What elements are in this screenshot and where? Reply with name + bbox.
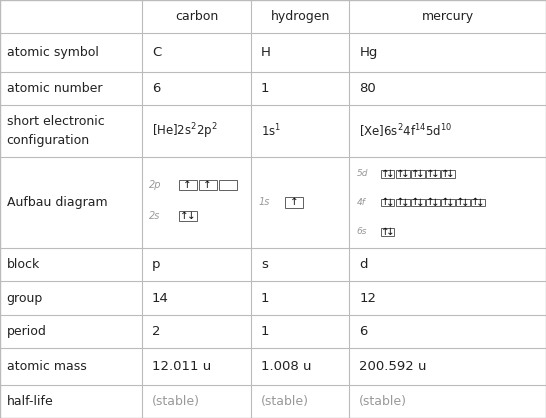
Text: ↑: ↑ bbox=[441, 197, 450, 207]
Text: ↓: ↓ bbox=[401, 197, 410, 207]
Bar bbox=[441, 170, 454, 178]
Text: ↓: ↓ bbox=[386, 227, 395, 237]
Text: 6: 6 bbox=[359, 325, 367, 338]
Text: s: s bbox=[261, 258, 268, 271]
Text: ↑: ↑ bbox=[441, 169, 450, 179]
Bar bbox=[471, 199, 485, 206]
Text: short electronic: short electronic bbox=[7, 115, 104, 128]
Text: 2: 2 bbox=[152, 325, 161, 338]
Text: period: period bbox=[7, 325, 46, 338]
Text: ↑: ↑ bbox=[203, 180, 212, 190]
Text: mercury: mercury bbox=[422, 10, 474, 23]
Text: atomic mass: atomic mass bbox=[7, 360, 86, 373]
Text: ↑: ↑ bbox=[426, 169, 435, 179]
Text: Hg: Hg bbox=[359, 46, 378, 59]
Text: 14: 14 bbox=[152, 291, 169, 305]
Bar bbox=[456, 199, 470, 206]
Text: carbon: carbon bbox=[175, 10, 218, 23]
Text: block: block bbox=[7, 258, 40, 271]
Text: $\rm [Xe]6s^{2}4f^{14}5d^{10}$: $\rm [Xe]6s^{2}4f^{14}5d^{10}$ bbox=[359, 122, 453, 140]
Text: ↑: ↑ bbox=[381, 197, 390, 207]
Bar bbox=[219, 180, 237, 190]
Text: half-life: half-life bbox=[7, 395, 54, 408]
Text: ↑: ↑ bbox=[183, 180, 192, 190]
Bar bbox=[396, 199, 410, 206]
Bar bbox=[411, 199, 425, 206]
Bar bbox=[426, 170, 440, 178]
Text: (stable): (stable) bbox=[359, 395, 407, 408]
Text: ↑: ↑ bbox=[396, 197, 405, 207]
Text: 2p: 2p bbox=[149, 180, 162, 190]
Text: 2s: 2s bbox=[149, 211, 161, 221]
Bar bbox=[381, 228, 394, 236]
Text: 4f: 4f bbox=[357, 198, 365, 207]
Text: C: C bbox=[152, 46, 161, 59]
Text: hydrogen: hydrogen bbox=[271, 10, 330, 23]
Bar bbox=[199, 180, 217, 190]
Bar bbox=[426, 199, 440, 206]
Text: ↓: ↓ bbox=[461, 197, 470, 207]
Text: ↓: ↓ bbox=[431, 169, 440, 179]
Text: p: p bbox=[152, 258, 161, 271]
Text: ↓: ↓ bbox=[416, 169, 425, 179]
Text: 6s: 6s bbox=[357, 227, 367, 237]
Text: 5d: 5d bbox=[357, 169, 368, 178]
Bar bbox=[396, 170, 410, 178]
Text: ↓: ↓ bbox=[386, 197, 395, 207]
Text: 6: 6 bbox=[152, 82, 160, 95]
Text: 1s: 1s bbox=[258, 197, 270, 207]
Text: 1: 1 bbox=[261, 82, 270, 95]
Text: ↑: ↑ bbox=[381, 169, 390, 179]
Bar bbox=[179, 180, 197, 190]
Text: ↑: ↑ bbox=[396, 169, 405, 179]
Text: d: d bbox=[359, 258, 368, 271]
Text: ↓: ↓ bbox=[401, 169, 410, 179]
Bar bbox=[381, 170, 394, 178]
Text: 1: 1 bbox=[261, 325, 270, 338]
Text: $\rm [He]2s^{2}2p^{2}$: $\rm [He]2s^{2}2p^{2}$ bbox=[152, 121, 217, 141]
Text: ↑: ↑ bbox=[381, 227, 390, 237]
Text: atomic number: atomic number bbox=[7, 82, 102, 95]
Text: ↓: ↓ bbox=[476, 197, 485, 207]
Text: ↑: ↑ bbox=[411, 169, 420, 179]
Text: 1.008 u: 1.008 u bbox=[261, 360, 311, 373]
Text: ↑: ↑ bbox=[471, 197, 480, 207]
Text: ↓: ↓ bbox=[446, 169, 455, 179]
Text: atomic symbol: atomic symbol bbox=[7, 46, 98, 59]
Text: 200.592 u: 200.592 u bbox=[359, 360, 427, 373]
Text: ↑: ↑ bbox=[180, 211, 189, 221]
Bar bbox=[179, 211, 197, 221]
Text: 80: 80 bbox=[359, 82, 376, 95]
Text: ↓: ↓ bbox=[186, 211, 195, 221]
Text: ↑: ↑ bbox=[456, 197, 465, 207]
Text: ↑: ↑ bbox=[426, 197, 435, 207]
Text: (stable): (stable) bbox=[261, 395, 309, 408]
Text: ↓: ↓ bbox=[386, 169, 395, 179]
Bar bbox=[381, 199, 394, 206]
Text: ↓: ↓ bbox=[431, 197, 440, 207]
Text: Aufbau diagram: Aufbau diagram bbox=[7, 196, 107, 209]
Text: 12.011 u: 12.011 u bbox=[152, 360, 211, 373]
Text: 12: 12 bbox=[359, 291, 376, 305]
Text: ↑: ↑ bbox=[289, 197, 299, 207]
Text: 1: 1 bbox=[261, 291, 270, 305]
Text: configuration: configuration bbox=[7, 134, 90, 147]
Text: ↑: ↑ bbox=[411, 197, 420, 207]
Text: H: H bbox=[261, 46, 271, 59]
Bar bbox=[285, 197, 303, 208]
Text: (stable): (stable) bbox=[152, 395, 200, 408]
Text: group: group bbox=[7, 291, 43, 305]
Bar bbox=[441, 199, 454, 206]
Text: ↓: ↓ bbox=[416, 197, 425, 207]
Text: $\rm 1s^{1}$: $\rm 1s^{1}$ bbox=[261, 123, 281, 140]
Bar bbox=[411, 170, 425, 178]
Text: ↓: ↓ bbox=[446, 197, 455, 207]
